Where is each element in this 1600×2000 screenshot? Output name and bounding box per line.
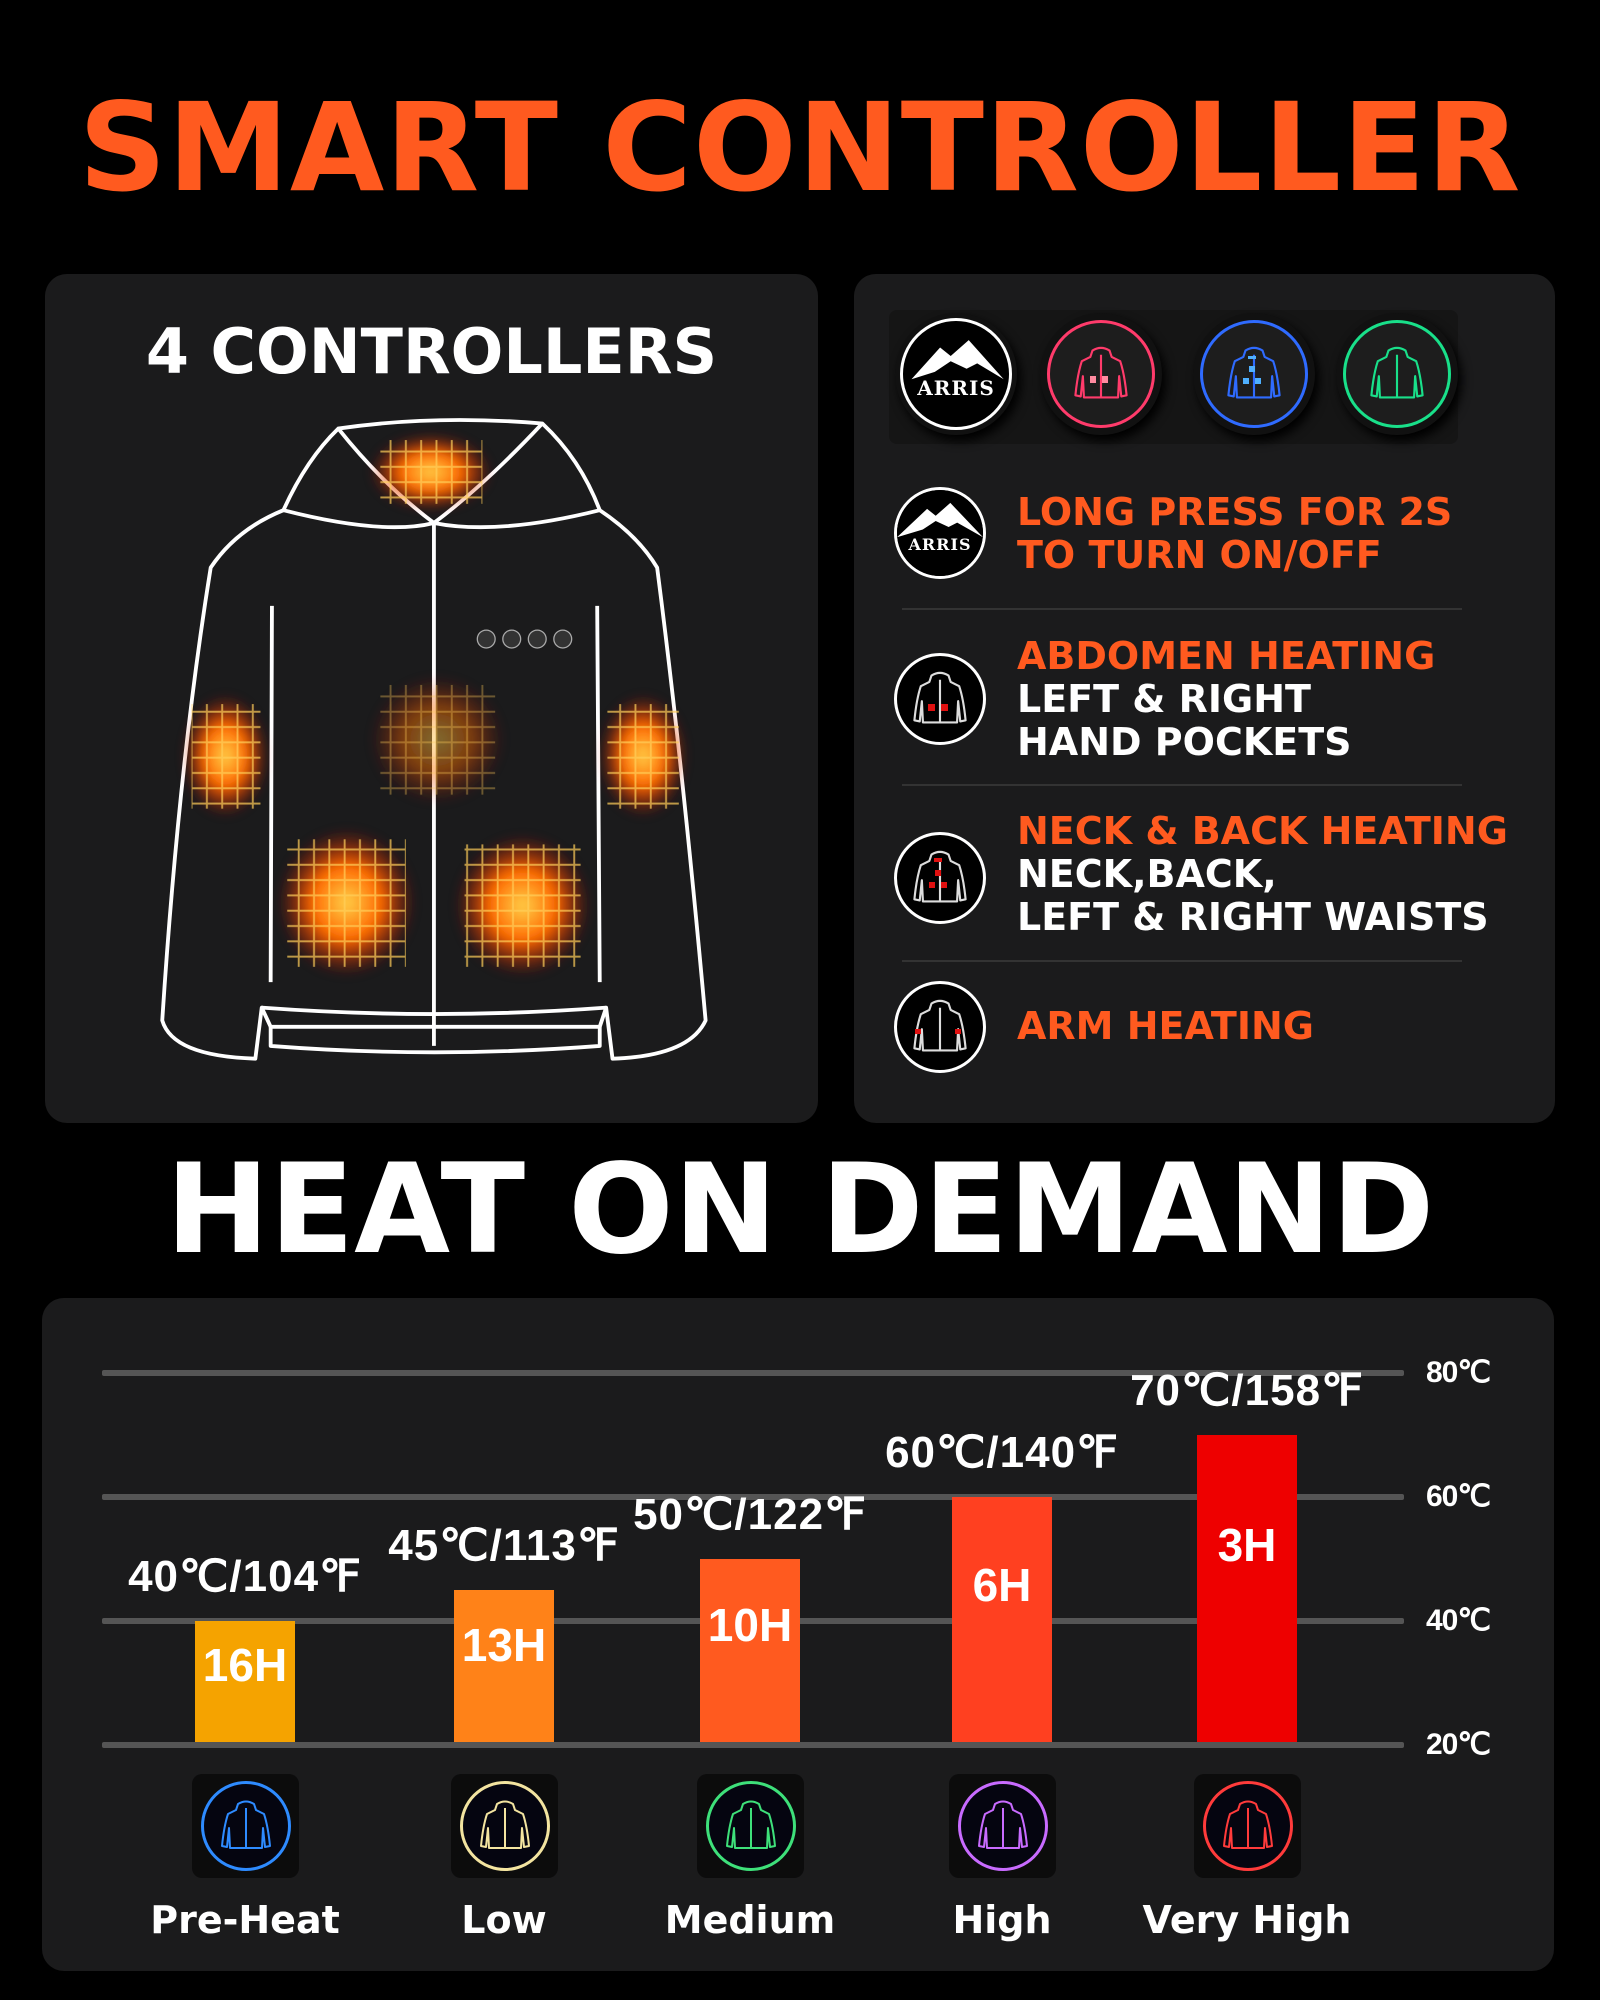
bar bbox=[195, 1621, 295, 1742]
heat-level-label: Very High bbox=[1142, 1898, 1352, 1942]
jacket-icon bbox=[1202, 1781, 1293, 1871]
jacket-neck-back-icon bbox=[908, 846, 972, 910]
bar bbox=[952, 1497, 1052, 1742]
power-button[interactable]: ARRIS bbox=[895, 313, 1017, 435]
divider bbox=[902, 960, 1462, 962]
bar-value-label: 50℃/122℉ bbox=[633, 1490, 867, 1539]
y-tick-label: 40℃ bbox=[1426, 1604, 1491, 1637]
function-text-arm: ARM HEATING bbox=[1017, 1004, 1314, 1048]
arris-logo-icon: ARRIS bbox=[897, 490, 983, 576]
function-text-power: LONG PRESS FOR 2S TO TURN ON/OFF bbox=[1017, 490, 1453, 577]
heat-level-icon bbox=[697, 1774, 804, 1878]
gridline bbox=[102, 1494, 1404, 1500]
bar-duration-label: 3H bbox=[1217, 1518, 1277, 1571]
function-text-neck-back: NECK & BACK HEATING NECK,BACK, LEFT & RI… bbox=[1017, 809, 1508, 939]
heat-level-icon bbox=[451, 1774, 558, 1878]
function-icon-arm bbox=[894, 981, 986, 1073]
heat-level-label: Low bbox=[461, 1898, 547, 1942]
function-icon-power: ARRIS bbox=[894, 487, 986, 579]
bar-value-label: 45℃/113℉ bbox=[388, 1521, 620, 1570]
heat-level-label: Pre-Heat bbox=[150, 1898, 340, 1942]
bar-duration-label: 16H bbox=[202, 1639, 288, 1692]
jacket-abdomen-icon bbox=[908, 667, 972, 731]
heat-level-icon bbox=[1194, 1774, 1301, 1878]
page-title: SMART CONTROLLER bbox=[78, 77, 1522, 219]
divider bbox=[902, 608, 1462, 610]
gridline bbox=[102, 1370, 1404, 1376]
bar-duration-label: 13H bbox=[461, 1619, 547, 1672]
function-text-abdomen: ABDOMEN HEATING LEFT & RIGHT HAND POCKET… bbox=[1017, 634, 1436, 764]
heat-level-icon bbox=[949, 1774, 1056, 1878]
bar bbox=[454, 1590, 554, 1742]
controllers-title: 4 CONTROLLERS bbox=[145, 315, 718, 388]
jacket-icon bbox=[459, 1781, 550, 1871]
bar-value-label: 40℃/104℉ bbox=[128, 1552, 362, 1601]
neck-back-heating-button[interactable] bbox=[1193, 313, 1315, 435]
abdomen-heating-button[interactable] bbox=[1040, 313, 1162, 435]
arris-logo-icon: ARRIS bbox=[900, 318, 1012, 430]
bar-duration-label: 6H bbox=[972, 1558, 1032, 1611]
divider bbox=[902, 784, 1462, 786]
function-icon-neck-back bbox=[894, 832, 986, 924]
jacket-icon bbox=[705, 1781, 796, 1871]
bar-value-label: 60℃/140℉ bbox=[885, 1428, 1119, 1477]
arm-heating-button[interactable] bbox=[1336, 313, 1458, 435]
gridline bbox=[102, 1742, 1404, 1748]
function-icon-abdomen bbox=[894, 653, 986, 745]
y-tick-label: 60℃ bbox=[1426, 1480, 1491, 1513]
bar bbox=[700, 1559, 800, 1742]
y-tick-label: 20℃ bbox=[1426, 1728, 1491, 1761]
bar-value-label: 70℃/158℉ bbox=[1130, 1366, 1364, 1415]
y-tick-label: 80℃ bbox=[1426, 1356, 1491, 1389]
jacket-abdomen-icon bbox=[1069, 342, 1133, 406]
jacket-icon bbox=[200, 1781, 291, 1871]
bar bbox=[1197, 1435, 1297, 1742]
jacket-neck-back-icon bbox=[1222, 342, 1286, 406]
heat-level-icon bbox=[192, 1774, 299, 1878]
section-title: HEAT ON DEMAND bbox=[165, 1138, 1435, 1282]
heat-level-label: High bbox=[952, 1898, 1052, 1942]
jacket-arm-icon bbox=[908, 995, 972, 1059]
bar-duration-label: 10H bbox=[707, 1599, 793, 1652]
jacket-icon bbox=[957, 1781, 1048, 1871]
heat-level-label: Medium bbox=[664, 1898, 836, 1942]
